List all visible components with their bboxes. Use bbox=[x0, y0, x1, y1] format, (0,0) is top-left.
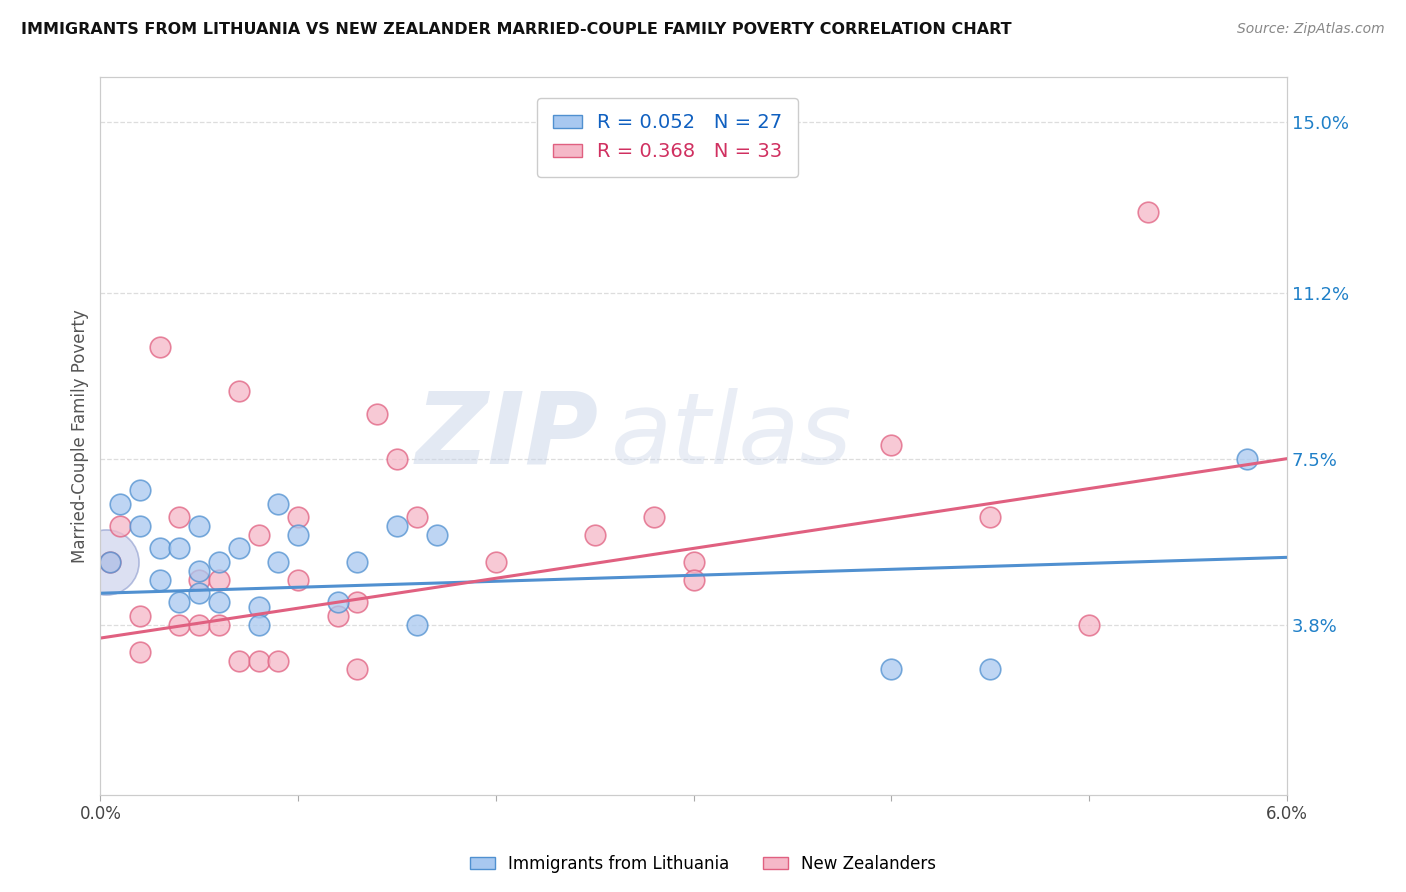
Text: atlas: atlas bbox=[610, 388, 852, 484]
Point bbox=[346, 555, 368, 569]
Point bbox=[405, 510, 427, 524]
Point bbox=[228, 384, 250, 399]
Legend: Immigrants from Lithuania, New Zealanders: Immigrants from Lithuania, New Zealander… bbox=[463, 848, 943, 880]
Point bbox=[188, 617, 211, 632]
Point bbox=[208, 573, 231, 587]
Point bbox=[385, 519, 408, 533]
Point bbox=[346, 595, 368, 609]
Point bbox=[583, 528, 606, 542]
Point bbox=[405, 617, 427, 632]
Point bbox=[1137, 205, 1160, 219]
Point bbox=[1236, 451, 1258, 466]
Legend: R = 0.052   N = 27, R = 0.368   N = 33: R = 0.052 N = 27, R = 0.368 N = 33 bbox=[537, 98, 799, 177]
Point bbox=[247, 528, 270, 542]
Point bbox=[228, 541, 250, 556]
Point bbox=[979, 510, 1001, 524]
Point bbox=[188, 519, 211, 533]
Point bbox=[366, 407, 388, 421]
Point bbox=[385, 451, 408, 466]
Point bbox=[346, 663, 368, 677]
Point bbox=[247, 653, 270, 667]
Point bbox=[1078, 617, 1101, 632]
Point bbox=[247, 617, 270, 632]
Point bbox=[425, 528, 447, 542]
Point bbox=[188, 564, 211, 578]
Point bbox=[247, 599, 270, 614]
Point bbox=[129, 519, 152, 533]
Point bbox=[98, 555, 121, 569]
Point bbox=[326, 608, 349, 623]
Point bbox=[682, 573, 704, 587]
Point bbox=[169, 541, 191, 556]
Point bbox=[267, 653, 290, 667]
Point bbox=[129, 483, 152, 497]
Point bbox=[267, 496, 290, 510]
Text: Source: ZipAtlas.com: Source: ZipAtlas.com bbox=[1237, 22, 1385, 37]
Text: ZIP: ZIP bbox=[416, 388, 599, 484]
Point bbox=[108, 496, 131, 510]
Point bbox=[880, 438, 903, 452]
Point bbox=[643, 510, 665, 524]
Point bbox=[188, 586, 211, 600]
Point bbox=[208, 555, 231, 569]
Point bbox=[149, 573, 172, 587]
Y-axis label: Married-Couple Family Poverty: Married-Couple Family Poverty bbox=[72, 310, 89, 563]
Point bbox=[96, 555, 118, 569]
Point bbox=[149, 340, 172, 354]
Point bbox=[267, 555, 290, 569]
Point bbox=[287, 510, 309, 524]
Point bbox=[188, 573, 211, 587]
Point bbox=[108, 519, 131, 533]
Point bbox=[228, 653, 250, 667]
Point bbox=[98, 555, 121, 569]
Point bbox=[208, 617, 231, 632]
Point bbox=[682, 555, 704, 569]
Point bbox=[979, 663, 1001, 677]
Point bbox=[169, 510, 191, 524]
Point bbox=[129, 644, 152, 658]
Point bbox=[169, 595, 191, 609]
Point bbox=[129, 608, 152, 623]
Point bbox=[287, 528, 309, 542]
Point bbox=[287, 573, 309, 587]
Point bbox=[149, 541, 172, 556]
Point bbox=[485, 555, 508, 569]
Point bbox=[326, 595, 349, 609]
Text: IMMIGRANTS FROM LITHUANIA VS NEW ZEALANDER MARRIED-COUPLE FAMILY POVERTY CORRELA: IMMIGRANTS FROM LITHUANIA VS NEW ZEALAND… bbox=[21, 22, 1012, 37]
Point bbox=[208, 595, 231, 609]
Point bbox=[169, 617, 191, 632]
Point bbox=[880, 663, 903, 677]
